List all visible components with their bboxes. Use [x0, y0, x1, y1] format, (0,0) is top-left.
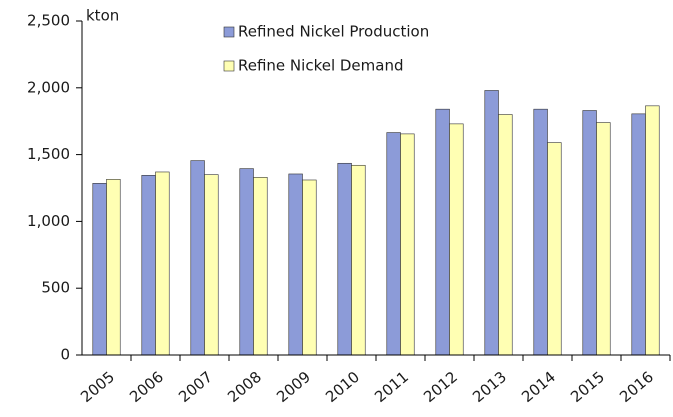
bar [533, 108, 548, 356]
y-tick-label: 2,500 [27, 12, 70, 30]
x-tick-label: 2011 [371, 368, 412, 406]
legend-label: Refined Nickel Production [238, 23, 429, 41]
x-tick-label: 2006 [126, 368, 167, 406]
bar [582, 110, 597, 356]
bar [400, 133, 415, 356]
y-tick-label: 0 [60, 346, 70, 364]
x-tick-label: 2014 [518, 368, 559, 406]
bar [92, 183, 107, 356]
bar [155, 171, 170, 356]
bar [351, 164, 366, 356]
unit-label: kton [86, 7, 119, 25]
y-tick-label: 1,500 [27, 145, 70, 163]
x-tick-label: 2016 [616, 368, 657, 406]
bar [386, 132, 401, 356]
bar [645, 105, 660, 356]
y-tick-label: 2,000 [27, 78, 70, 96]
bar [141, 175, 156, 356]
bar [498, 114, 513, 356]
bar [253, 177, 268, 356]
bar [435, 108, 450, 356]
x-tick-label: 2005 [77, 368, 118, 406]
bar [106, 179, 121, 356]
bar [547, 142, 562, 356]
y-tick-label: 500 [41, 279, 70, 297]
legend-swatch [223, 60, 235, 72]
x-tick-label: 2010 [322, 368, 363, 406]
bar [631, 113, 646, 356]
bar [449, 123, 464, 356]
bar [204, 174, 219, 356]
x-tick-label: 2013 [469, 368, 510, 406]
y-tick-label: 1,000 [27, 212, 70, 230]
bar [239, 168, 254, 356]
x-tick-label: 2009 [273, 368, 314, 406]
x-tick-label: 2008 [224, 368, 265, 406]
bar [596, 122, 611, 356]
bar [190, 160, 205, 356]
bar [484, 90, 499, 356]
x-tick-label: 2007 [175, 368, 216, 406]
legend-swatch [223, 26, 235, 38]
bar [302, 179, 317, 356]
x-tick-label: 2015 [567, 368, 608, 406]
x-tick-label: 2012 [420, 368, 461, 406]
bar [288, 173, 303, 356]
bar [337, 162, 352, 356]
legend-label: Refine Nickel Demand [238, 57, 404, 75]
